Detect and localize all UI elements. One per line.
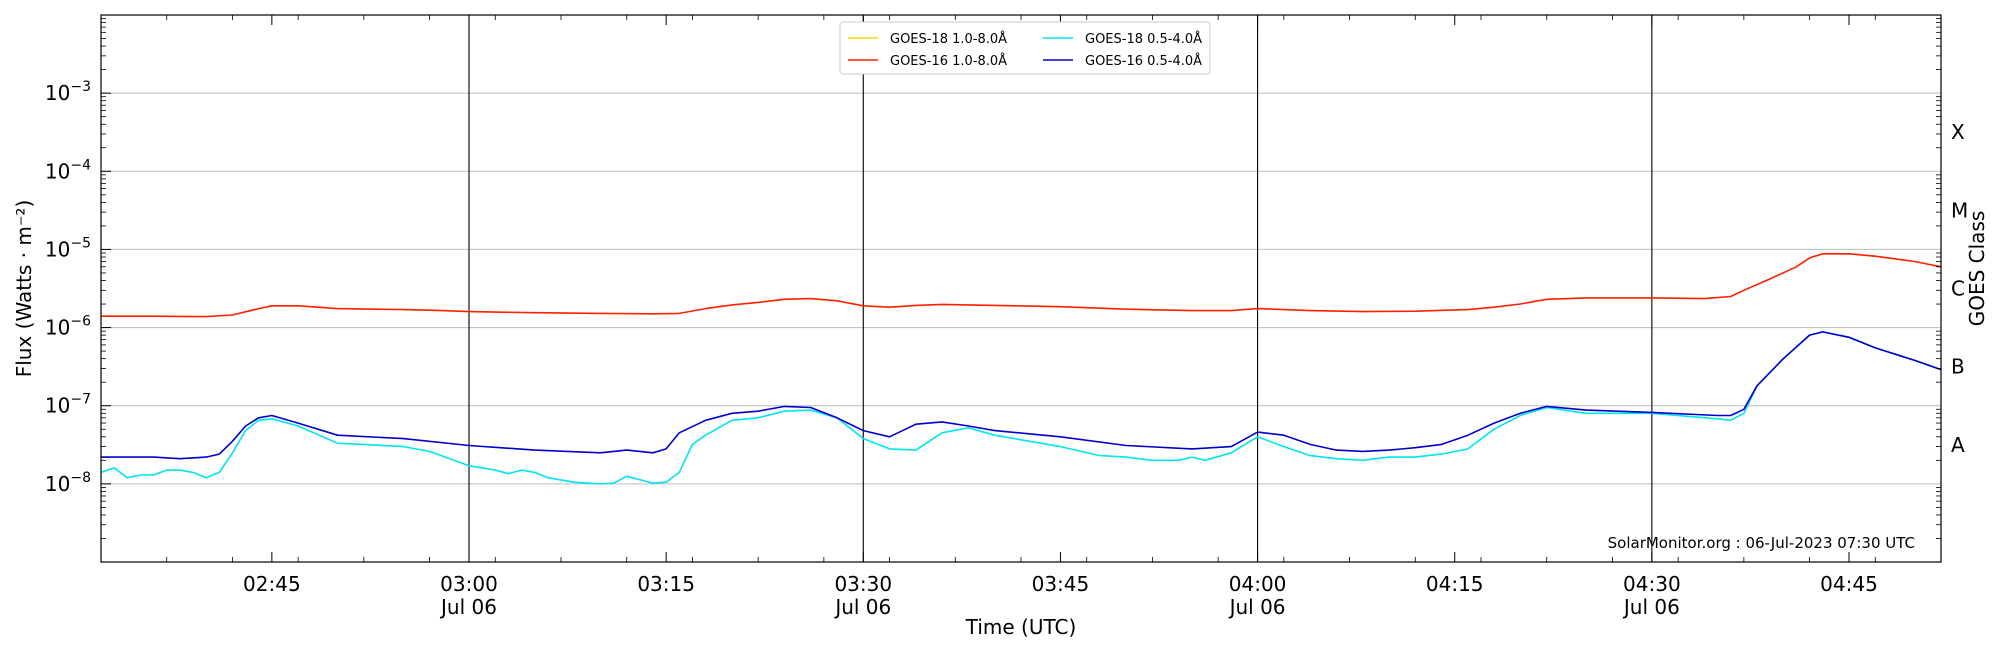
series-line-3 bbox=[101, 331, 1942, 460]
x-tick-label: 04:30 bbox=[1623, 572, 1681, 596]
x-tick-label: 03:45 bbox=[1032, 572, 1090, 596]
x-tick-label: 02:45 bbox=[243, 572, 301, 596]
y-tick-label: 10−7 bbox=[45, 392, 91, 418]
x-tick-label: 03:15 bbox=[637, 572, 695, 596]
legend-label-1: GOES-16 1.0-8.0Å bbox=[890, 53, 1007, 69]
x-tick-sublabel: Jul 06 bbox=[439, 595, 497, 619]
legend-box bbox=[839, 21, 1211, 75]
x-tick-sublabel: Jul 06 bbox=[1228, 595, 1286, 619]
goes-class-b: B bbox=[1951, 355, 1965, 379]
x-axis-label: Time (UTC) bbox=[965, 615, 1077, 639]
x-tick-label: 03:30 bbox=[834, 572, 892, 596]
goes-class-c: C bbox=[1951, 277, 1965, 301]
x-tick-label: 04:00 bbox=[1229, 572, 1287, 596]
y-tick-label: 10−8 bbox=[45, 470, 91, 496]
y-axis-label: Flux (Watts · m⁻²) bbox=[12, 200, 36, 378]
goes-class-x: X bbox=[1951, 120, 1965, 144]
day-vertical-lines bbox=[468, 15, 1653, 562]
x-tick-sublabel: Jul 06 bbox=[833, 595, 891, 619]
goes-class-axis-label: GOES Class bbox=[1965, 211, 1989, 327]
y-tick-label: 10−3 bbox=[45, 79, 91, 105]
y-tick-label: 10−6 bbox=[45, 314, 91, 340]
x-tick-label: 04:45 bbox=[1820, 572, 1878, 596]
legend-label-2: GOES-18 0.5-4.0Å bbox=[1085, 31, 1202, 47]
series-line-2 bbox=[100, 331, 1942, 485]
x-tick-label: 03:00 bbox=[440, 572, 498, 596]
x-tick-label: 04:15 bbox=[1426, 572, 1484, 596]
gridlines bbox=[101, 92, 1941, 485]
y-tick-label: 10−5 bbox=[45, 235, 91, 261]
legend-label-0: GOES-18 1.0-8.0Å bbox=[890, 31, 1007, 47]
series-line-1 bbox=[101, 253, 1942, 318]
goes-class-m: M bbox=[1951, 198, 1968, 222]
legend: GOES-18 1.0-8.0Å GOES-16 1.0-8.0Å GOES-18 … bbox=[839, 21, 1211, 75]
y-axis-ticks: 10−8 10−7 10−6 10−5 10−4 10−3 bbox=[45, 18, 1941, 539]
series-layer bbox=[100, 253, 1942, 485]
legend-label-3: GOES-16 0.5-4.0Å bbox=[1085, 53, 1202, 69]
source-annotation: SolarMonitor.org : 06-Jul-2023 07:30 UTC bbox=[1608, 534, 1915, 552]
x-tick-sublabel: Jul 06 bbox=[1622, 595, 1680, 619]
goes-class-labels: A B C M X bbox=[1951, 120, 1968, 457]
y-tick-label: 10−4 bbox=[45, 157, 91, 183]
goes-class-a: A bbox=[1951, 433, 1965, 457]
legend-items: GOES-18 1.0-8.0Å GOES-16 1.0-8.0Å GOES-18 … bbox=[848, 31, 1202, 69]
